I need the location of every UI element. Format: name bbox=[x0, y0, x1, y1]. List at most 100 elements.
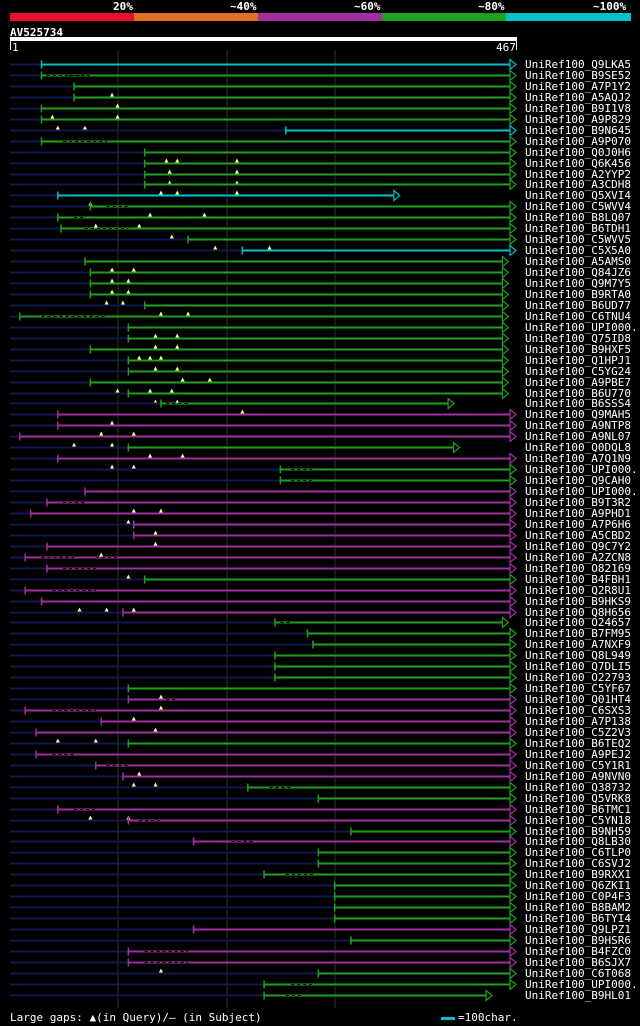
hit-label[interactable]: UniRef100_Q9CAH0 bbox=[525, 473, 631, 487]
hit-label[interactable]: UniRef100_C6SVJ2 bbox=[525, 856, 631, 870]
hit-label[interactable]: UniRef100_B6TDH1 bbox=[525, 221, 631, 235]
hit-label[interactable]: UniRef100_Q5VRK8 bbox=[525, 791, 631, 805]
hit-label[interactable]: UniRef100_Q5XVI4 bbox=[525, 188, 631, 202]
hit-label[interactable]: UniRef100_B6U770 bbox=[525, 386, 631, 400]
hit-label[interactable]: UniRef100_UPI000... bbox=[525, 462, 640, 476]
hit-label[interactable]: UniRef100_Q75ID8 bbox=[525, 331, 631, 345]
query-gap-marker bbox=[153, 530, 158, 535]
hit-label[interactable]: UniRef100_B8LQ07 bbox=[525, 210, 631, 224]
hit-label[interactable]: UniRef100_B9HXF5 bbox=[525, 342, 631, 356]
hit-label[interactable]: UniRef100_B6TEQ2 bbox=[525, 736, 631, 750]
hit-label[interactable]: UniRef100_Q9M7Y5 bbox=[525, 276, 631, 290]
hit-label[interactable]: UniRef100_A9P829 bbox=[525, 112, 631, 126]
hit-label[interactable]: UniRef100_C0P4F3 bbox=[525, 889, 631, 903]
hit-label[interactable]: UniRef100_B9RXX1 bbox=[525, 867, 631, 881]
hit-label[interactable]: UniRef100_Q2R8U1 bbox=[525, 583, 631, 597]
hit-label[interactable]: UniRef100_Q7DLI5 bbox=[525, 659, 631, 673]
query-gap-marker bbox=[126, 289, 131, 294]
hit-label[interactable]: UniRef100_Q84JZ6 bbox=[525, 265, 631, 279]
hit-label[interactable]: UniRef100_Q8H656 bbox=[525, 605, 631, 619]
hit-label[interactable]: UniRef100_B9RTA0 bbox=[525, 287, 631, 301]
hit-label[interactable]: UniRef100_A2YYP2 bbox=[525, 167, 631, 181]
hit-label[interactable]: UniRef100_C6TLP0 bbox=[525, 845, 631, 859]
hit-label[interactable]: UniRef100_Q9LPZ1 bbox=[525, 922, 631, 936]
hit-label[interactable]: UniRef100_O82169 bbox=[525, 561, 631, 575]
hit-label[interactable]: UniRef100_O22793 bbox=[525, 670, 631, 684]
hit-label[interactable]: UniRef100_B6SSS4 bbox=[525, 396, 631, 410]
hit-arrow bbox=[501, 321, 510, 334]
hit-label[interactable]: UniRef100_C5WVV5 bbox=[525, 232, 631, 246]
hit-label[interactable]: UniRef100_B9HKS9 bbox=[525, 594, 631, 608]
hit-label[interactable]: UniRef100_UPI000... bbox=[525, 977, 640, 991]
hit-label[interactable]: UniRef100_C5Z2V3 bbox=[525, 725, 631, 739]
hit-arrow bbox=[509, 157, 517, 170]
hit-label[interactable]: UniRef100_Q9C7Y2 bbox=[525, 539, 631, 553]
query-gap-marker bbox=[240, 409, 245, 414]
hit-label[interactable]: UniRef100_Q1HPJ1 bbox=[525, 353, 631, 367]
hit-label[interactable]: UniRef100_B9HL01 bbox=[525, 988, 631, 1002]
hit-label[interactable]: UniRef100_A9NL07 bbox=[525, 429, 631, 443]
hit-label[interactable]: UniRef100_A7NXF9 bbox=[525, 637, 631, 651]
hit-label[interactable]: UniRef100_C6SXS3 bbox=[525, 703, 631, 717]
hit-label[interactable]: UniRef100_C5WVV4 bbox=[525, 199, 631, 213]
hit-label[interactable]: UniRef100_B4FBH1 bbox=[525, 572, 631, 586]
hit-arrow bbox=[509, 627, 517, 640]
hit-label[interactable]: UniRef100_UPI000... bbox=[525, 320, 640, 334]
hit-label[interactable]: UniRef100_B4FZC0 bbox=[525, 944, 631, 958]
hit-label[interactable]: UniRef100_A9P070 bbox=[525, 134, 631, 148]
hit-label[interactable]: UniRef100_B6TMC1 bbox=[525, 802, 631, 816]
hit-label[interactable]: UniRef100_A3CDH8 bbox=[525, 177, 631, 191]
hit-label[interactable]: UniRef100_B9SE52 bbox=[525, 68, 631, 82]
hit-label[interactable]: UniRef100_A9PHD1 bbox=[525, 506, 631, 520]
hit-label[interactable]: UniRef100_A5AMS0 bbox=[525, 254, 631, 268]
hit-label[interactable]: UniRef100_Q8L949 bbox=[525, 648, 631, 662]
hit-label[interactable]: UniRef100_Q9LKA5 bbox=[525, 57, 631, 71]
hit-label[interactable]: UniRef100_Q0DQL8 bbox=[525, 440, 631, 454]
hit-label[interactable]: UniRef100_Q6K456 bbox=[525, 156, 631, 170]
hit-label[interactable]: UniRef100_A9NTP8 bbox=[525, 418, 631, 432]
hit-label[interactable]: UniRef100_B6TYI4 bbox=[525, 911, 631, 925]
query-gap-marker bbox=[167, 169, 172, 174]
query-gap-marker bbox=[131, 508, 136, 513]
hit-label[interactable]: UniRef100_A9NVN0 bbox=[525, 769, 631, 783]
hit-label[interactable]: UniRef100_B8BAM2 bbox=[525, 900, 631, 914]
hit-label[interactable]: UniRef100_Q9MAH5 bbox=[525, 407, 631, 421]
hit-label[interactable]: UniRef100_Q0J0H6 bbox=[525, 145, 631, 159]
hit-label[interactable]: UniRef100_UPI000... bbox=[525, 484, 640, 498]
hit-label[interactable]: UniRef100_A7P1Y2 bbox=[525, 79, 631, 93]
hit-label[interactable]: UniRef100_A5CBD2 bbox=[525, 528, 631, 542]
hit-label[interactable]: UniRef100_A7P6H6 bbox=[525, 517, 631, 531]
query-gap-marker bbox=[126, 574, 131, 579]
hit-label[interactable]: UniRef100_A9PBE7 bbox=[525, 375, 631, 389]
hit-label[interactable]: UniRef100_B9HSR6 bbox=[525, 933, 631, 947]
query-gap-marker bbox=[137, 355, 142, 360]
hit-label[interactable]: UniRef100_Q8LB30 bbox=[525, 834, 631, 848]
hit-label[interactable]: UniRef100_A7P138 bbox=[525, 714, 631, 728]
hit-label[interactable]: UniRef100_B9T3R2 bbox=[525, 495, 631, 509]
hit-label[interactable]: UniRef100_C5X5A0 bbox=[525, 243, 631, 257]
hit-label[interactable]: UniRef100_B9N645 bbox=[525, 123, 631, 137]
hit-label[interactable]: UniRef100_A9PEJ2 bbox=[525, 747, 631, 761]
ruler-tick-start bbox=[10, 41, 11, 50]
hit-label[interactable]: UniRef100_O24657 bbox=[525, 615, 631, 629]
hit-label[interactable]: UniRef100_C5Y1R1 bbox=[525, 758, 631, 772]
hit-arrow bbox=[509, 518, 517, 531]
hit-label[interactable]: UniRef100_C6T068 bbox=[525, 966, 631, 980]
hit-label[interactable]: UniRef100_B6UD77 bbox=[525, 298, 631, 312]
hit-label[interactable]: UniRef100_A5AQJ2 bbox=[525, 90, 631, 104]
hit-label[interactable]: UniRef100_C5YG24 bbox=[525, 364, 631, 378]
hit-label[interactable]: UniRef100_Q38732 bbox=[525, 780, 631, 794]
hit-label[interactable]: UniRef100_B9I1V8 bbox=[525, 101, 631, 115]
hit-label[interactable]: UniRef100_A7Q1N9 bbox=[525, 451, 631, 465]
hit-label[interactable]: UniRef100_C6TNU4 bbox=[525, 309, 631, 323]
hit-label[interactable]: UniRef100_Q01HT4 bbox=[525, 692, 631, 706]
hit-label[interactable]: UniRef100_A2ZCN8 bbox=[525, 550, 631, 564]
hit-label[interactable]: UniRef100_Q6ZKI1 bbox=[525, 878, 631, 892]
hit-label[interactable]: UniRef100_C5YF67 bbox=[525, 681, 631, 695]
hit-label[interactable]: UniRef100_C5YN18 bbox=[525, 813, 631, 827]
query-gap-marker bbox=[110, 420, 115, 425]
hit-label[interactable]: UniRef100_B7FM95 bbox=[525, 626, 631, 640]
hit-label[interactable]: UniRef100_B6SJX7 bbox=[525, 955, 631, 969]
hit-label[interactable]: UniRef100_B9NH59 bbox=[525, 824, 631, 838]
legend-bar-60 bbox=[258, 13, 382, 21]
